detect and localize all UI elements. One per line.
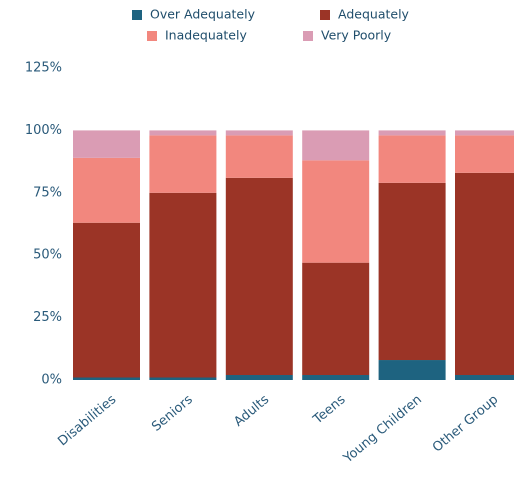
y-tick-label: 100% bbox=[25, 123, 62, 138]
x-tick-label: Disabilities bbox=[55, 392, 119, 449]
y-tick-label: 125% bbox=[25, 61, 62, 76]
legend-label: Inadequately bbox=[165, 28, 247, 43]
bar-segment bbox=[225, 375, 293, 380]
x-tick-label: Adults bbox=[231, 392, 272, 430]
bar-segment bbox=[302, 375, 370, 380]
x-tick-label: Other Group bbox=[430, 392, 501, 455]
bar-segment bbox=[302, 130, 370, 161]
legend-swatch bbox=[320, 10, 330, 20]
bar-segment bbox=[225, 135, 293, 178]
y-tick-label: 0% bbox=[41, 373, 62, 388]
bar-segment bbox=[73, 157, 140, 223]
legend-swatch bbox=[132, 10, 142, 20]
bar-segment bbox=[149, 130, 217, 136]
bar-segment bbox=[149, 192, 217, 378]
bar-segment bbox=[378, 182, 446, 361]
x-tick-label: Seniors bbox=[149, 392, 196, 435]
bar-segment bbox=[149, 135, 217, 193]
bar-segment bbox=[455, 172, 514, 376]
legend-swatch bbox=[147, 31, 157, 41]
legend-label: Over Adequately bbox=[150, 7, 256, 22]
y-tick-label: 25% bbox=[33, 310, 62, 325]
y-tick-label: 75% bbox=[33, 185, 62, 200]
x-tick-label: Teens bbox=[310, 392, 349, 428]
bar-segment bbox=[302, 160, 370, 263]
bar-segment bbox=[455, 135, 514, 173]
bar-segment bbox=[378, 130, 446, 136]
bar-segment bbox=[378, 360, 446, 380]
bar-segment bbox=[455, 375, 514, 380]
bar-segment bbox=[302, 262, 370, 376]
bar-segment bbox=[225, 130, 293, 136]
bar-segment bbox=[225, 177, 293, 376]
bar-segment bbox=[149, 377, 217, 380]
y-tick-label: 50% bbox=[33, 248, 62, 263]
bar-segment bbox=[73, 377, 140, 380]
legend-label: Adequately bbox=[338, 7, 410, 22]
legend-label: Very Poorly bbox=[321, 28, 392, 43]
bar-segment bbox=[73, 222, 140, 378]
legend-swatch bbox=[303, 31, 313, 41]
bar-segment bbox=[455, 130, 514, 136]
bar-segment bbox=[378, 135, 446, 183]
bar-segment bbox=[73, 130, 140, 158]
x-tick-label: Young Children bbox=[340, 392, 425, 467]
